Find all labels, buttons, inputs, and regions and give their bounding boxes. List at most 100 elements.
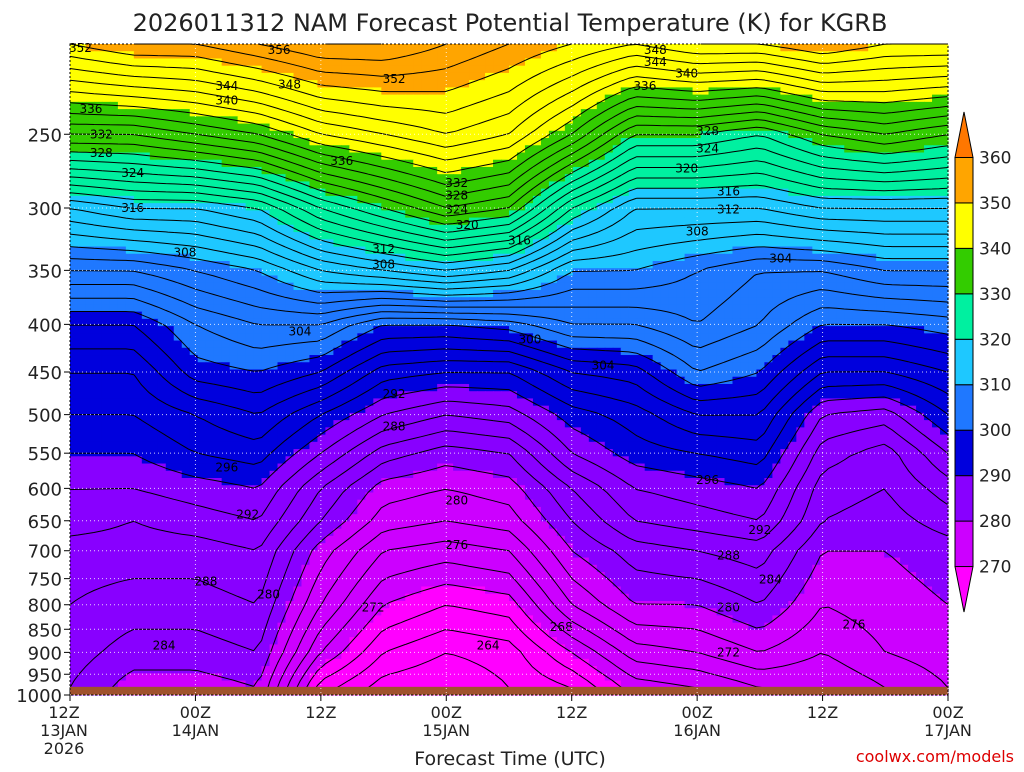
cell bbox=[205, 362, 215, 371]
cell bbox=[181, 362, 191, 371]
cell bbox=[237, 188, 247, 197]
cell bbox=[652, 65, 662, 74]
cell bbox=[844, 159, 853, 168]
cell bbox=[756, 318, 766, 327]
cell bbox=[333, 72, 342, 81]
cell bbox=[844, 203, 853, 211]
cell bbox=[820, 101, 829, 110]
cell bbox=[708, 80, 718, 88]
cell bbox=[285, 289, 295, 298]
cell bbox=[740, 297, 750, 305]
cell bbox=[453, 174, 462, 183]
cell bbox=[357, 333, 366, 342]
cell bbox=[501, 44, 510, 52]
cell bbox=[692, 181, 702, 190]
cell bbox=[900, 87, 909, 96]
cell bbox=[676, 44, 686, 52]
cell bbox=[349, 145, 358, 154]
cell bbox=[548, 217, 558, 226]
cell bbox=[764, 275, 773, 284]
cell bbox=[732, 239, 742, 248]
cell bbox=[636, 210, 646, 219]
cell bbox=[70, 72, 79, 81]
cell bbox=[133, 44, 143, 52]
cell bbox=[796, 101, 805, 110]
cell bbox=[564, 246, 574, 255]
cell bbox=[125, 362, 135, 371]
cell bbox=[692, 109, 702, 117]
cell bbox=[333, 123, 342, 132]
cell bbox=[469, 253, 478, 262]
cell bbox=[141, 333, 151, 342]
cell bbox=[564, 152, 574, 161]
cell bbox=[157, 109, 167, 117]
cell bbox=[804, 355, 813, 363]
cell bbox=[197, 51, 207, 60]
cell bbox=[812, 311, 821, 320]
cell bbox=[820, 80, 829, 88]
cell bbox=[596, 268, 606, 277]
cell bbox=[421, 58, 430, 67]
cell bbox=[365, 217, 374, 226]
cell bbox=[796, 80, 805, 88]
cell bbox=[916, 188, 925, 197]
cell bbox=[453, 87, 462, 96]
cell bbox=[644, 80, 654, 88]
cell bbox=[421, 253, 430, 262]
cell bbox=[381, 210, 390, 219]
cell bbox=[381, 289, 390, 298]
cell bbox=[564, 181, 574, 190]
cell bbox=[780, 239, 789, 248]
cell bbox=[493, 145, 502, 154]
cell bbox=[580, 72, 590, 81]
cell bbox=[764, 44, 773, 52]
cell bbox=[516, 130, 526, 139]
cell bbox=[836, 232, 845, 240]
cell bbox=[940, 210, 949, 219]
cell bbox=[596, 87, 606, 96]
cell bbox=[852, 347, 861, 356]
cell bbox=[421, 347, 430, 356]
cell bbox=[692, 282, 702, 291]
cell bbox=[205, 123, 215, 132]
cell bbox=[229, 304, 239, 313]
cell bbox=[509, 246, 518, 255]
cell bbox=[940, 311, 949, 320]
cell bbox=[381, 318, 390, 327]
cell bbox=[668, 210, 678, 219]
cell bbox=[612, 181, 622, 190]
cell bbox=[796, 87, 805, 96]
cell bbox=[77, 333, 87, 342]
cell bbox=[676, 217, 686, 226]
cell bbox=[908, 58, 917, 67]
cell bbox=[940, 333, 949, 342]
cell bbox=[716, 174, 726, 183]
cell bbox=[261, 87, 271, 96]
cell bbox=[924, 174, 933, 183]
cell bbox=[293, 246, 303, 255]
cell bbox=[405, 289, 414, 298]
cell bbox=[341, 333, 350, 342]
cell bbox=[485, 217, 494, 226]
cell bbox=[620, 210, 630, 219]
cell bbox=[189, 51, 199, 60]
cell bbox=[213, 289, 223, 298]
cell bbox=[469, 340, 478, 349]
cell bbox=[141, 58, 151, 67]
cell bbox=[205, 195, 215, 204]
cell bbox=[532, 340, 542, 349]
cell bbox=[732, 152, 742, 161]
cell bbox=[900, 333, 909, 342]
cell bbox=[716, 58, 726, 67]
cell bbox=[365, 116, 374, 125]
cell bbox=[596, 217, 606, 226]
cell bbox=[349, 87, 358, 96]
cell bbox=[125, 318, 135, 327]
cell bbox=[469, 87, 478, 96]
cell bbox=[405, 116, 414, 125]
cell bbox=[684, 80, 694, 88]
cell bbox=[564, 109, 574, 117]
cell bbox=[357, 253, 366, 262]
cell bbox=[197, 261, 207, 269]
cell bbox=[756, 347, 766, 356]
